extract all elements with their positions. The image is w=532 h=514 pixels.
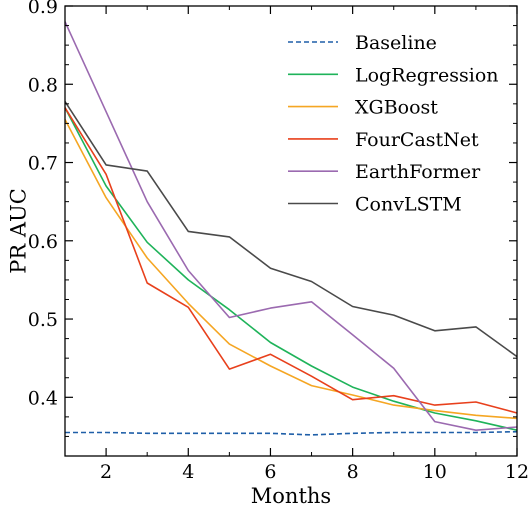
x-tick-label: 6 [264,461,276,483]
legend-label-fourcastnet: FourCastNet [355,129,479,151]
tick-layer: 2 4 6 8 10 12 0.4 0.5 0.6 0.7 0.8 0.9 [28,0,529,483]
legend-label-xgboost: XGBoost [355,97,438,119]
y-tick-label: 0.9 [28,0,58,18]
legend-label-convlstm: ConvLSTM [355,194,462,216]
y-tick-label: 0.6 [28,231,58,253]
legend-label-earthformer: EarthFormer [355,161,481,183]
series-line-xgboost [64,119,518,420]
legend: Baseline LogRegression XGBoost FourCastNet E… [288,32,499,216]
y-tick-label: 0.4 [28,387,58,409]
legend-label-baseline: Baseline [355,32,437,54]
y-tick-label: 0.8 [28,74,58,96]
series-line-earthformer [64,21,518,432]
x-tick-label: 10 [423,461,447,483]
series-line-fourcastnet [64,107,518,414]
x-tick-label: 4 [182,461,194,483]
plot-frame [64,5,518,457]
legend-label-logregression: LogRegression [355,64,499,86]
y-tick-label: 0.7 [28,153,58,175]
x-axis-label: Months [251,484,331,508]
x-tick-label: 2 [100,461,112,483]
series-line-baseline [65,430,518,436]
x-tick-label: 12 [505,461,529,483]
x-tick-label: 8 [347,461,359,483]
plot-layer [64,21,518,436]
series-line-convlstm [64,101,518,358]
series-line-logregression [64,107,518,431]
y-axis-label: PR AUC [7,188,31,274]
y-tick-label: 0.5 [28,309,58,331]
